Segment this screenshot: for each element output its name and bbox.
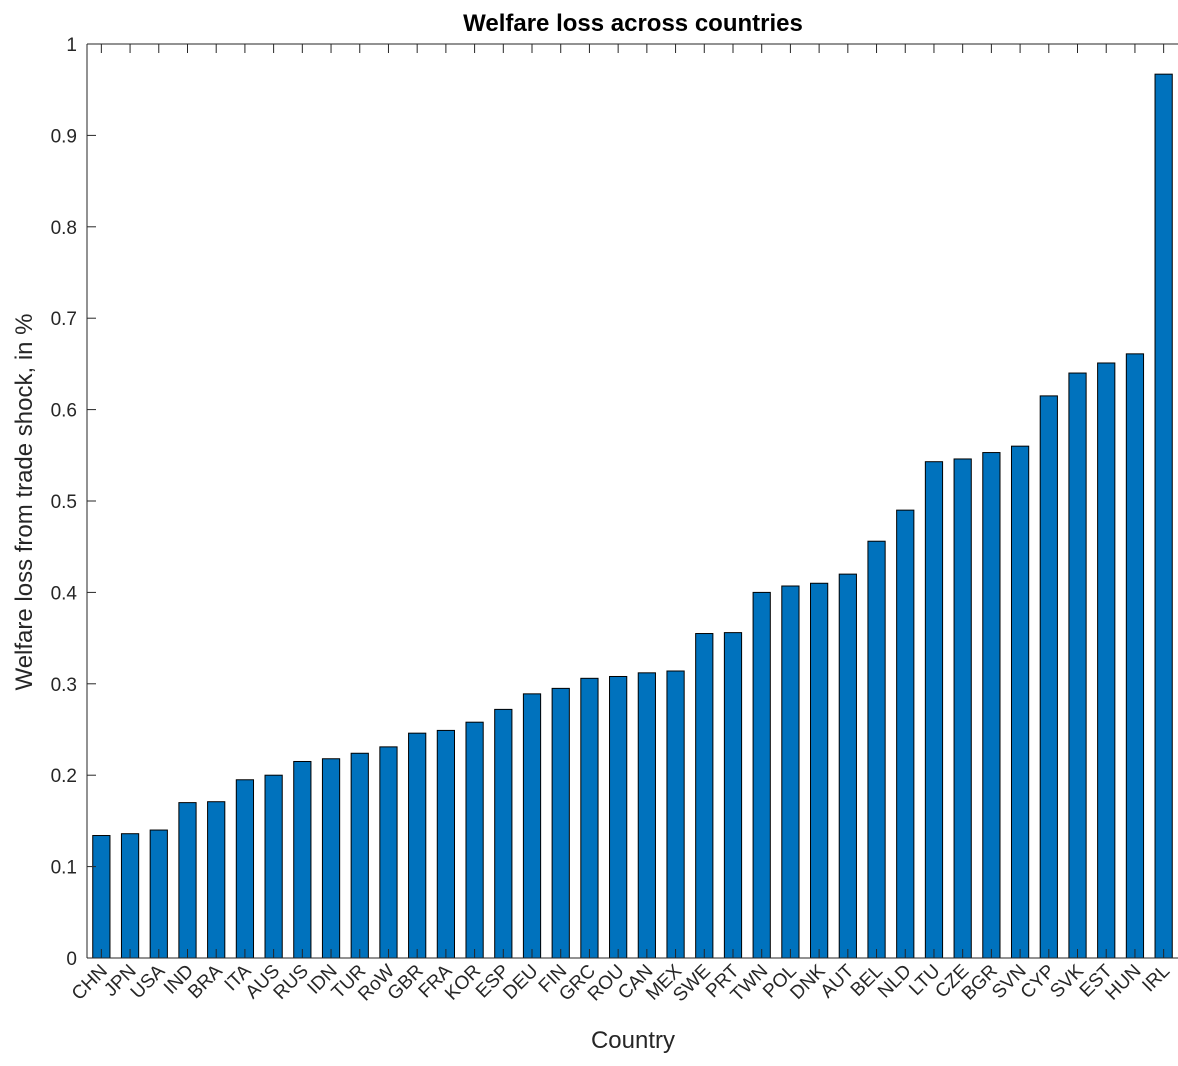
- bar-kor: [465, 721, 484, 959]
- y-tick-label: 0.6: [51, 401, 77, 422]
- bar-ltu: [924, 461, 944, 959]
- bar-aut: [838, 573, 857, 959]
- bar-nld: [896, 509, 915, 959]
- bar-rou: [609, 675, 628, 959]
- bar-prt: [723, 632, 743, 959]
- bar-cyp: [1039, 395, 1058, 959]
- bar-rus: [293, 760, 312, 959]
- bar-mex: [666, 670, 685, 959]
- bar-jpn: [120, 833, 140, 959]
- bar-svk: [1068, 372, 1087, 959]
- y-tick-label: 0.9: [51, 126, 77, 147]
- x-axis-label: Country: [591, 1027, 675, 1054]
- bar-fin: [551, 687, 570, 959]
- chart-title: Welfare loss across countries: [463, 10, 803, 37]
- bar-swe: [695, 633, 714, 959]
- bar-svn: [1010, 445, 1030, 959]
- bars-group: [92, 73, 1173, 959]
- y-tick-label: 1: [66, 35, 77, 56]
- bar-ind: [178, 802, 197, 959]
- bar-ita: [235, 779, 255, 959]
- bar-chn: [92, 835, 111, 959]
- y-tick-label: 0.2: [51, 766, 77, 787]
- y-tick-label: 0: [66, 949, 77, 970]
- bar-grc: [580, 677, 599, 959]
- y-tick-label: 0.1: [51, 858, 77, 879]
- bar-deu: [522, 693, 542, 959]
- y-ticks-group: 0 0.1 0.2 0.3 0.4 0.5 0.6 0.7 0.8 0.9 1: [51, 35, 96, 970]
- bar-bel: [867, 540, 886, 959]
- y-axis-label: Welfare loss from trade shock, in %: [11, 313, 38, 690]
- bar-can: [637, 672, 656, 959]
- bar-fra: [436, 729, 455, 959]
- y-tick-label: 0.3: [51, 675, 77, 696]
- bar-idn: [321, 758, 341, 959]
- bar-twn: [752, 591, 771, 959]
- bar-usa: [149, 829, 168, 959]
- bar-irl: [1154, 73, 1173, 959]
- bar-bgr: [982, 452, 1001, 959]
- bar-dnk: [810, 582, 829, 959]
- y-tick-label: 0.7: [51, 309, 77, 330]
- y-tick-label: 0.5: [51, 492, 77, 513]
- bar-aus: [264, 774, 283, 959]
- bar-cze: [953, 458, 972, 959]
- bar-row: [379, 746, 398, 959]
- bar-esp: [494, 708, 513, 959]
- bar-bra: [207, 801, 226, 959]
- x-tick-label-irl: IRL: [1138, 961, 1174, 997]
- bar-tur: [350, 752, 369, 959]
- y-tick-label: 0.4: [51, 583, 78, 604]
- y-tick-label: 0.8: [51, 218, 77, 239]
- bar-gbr: [408, 732, 427, 959]
- bar-est: [1097, 362, 1116, 959]
- bar-pol: [781, 585, 800, 959]
- bar-hun: [1125, 353, 1145, 959]
